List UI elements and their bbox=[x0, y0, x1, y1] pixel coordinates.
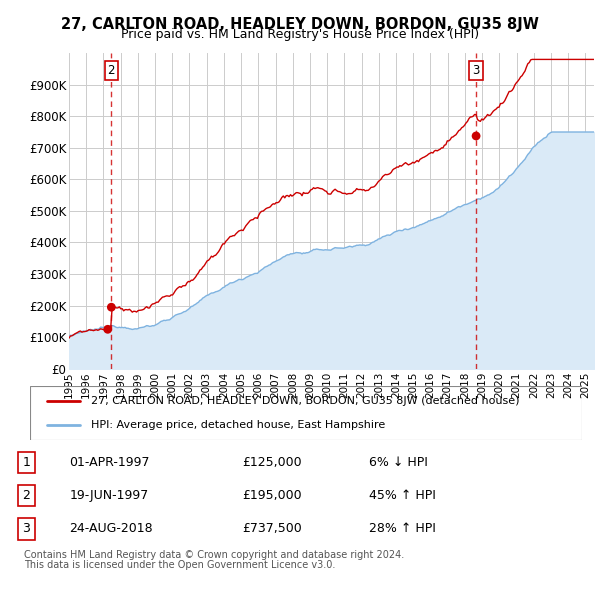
Text: 1: 1 bbox=[22, 456, 31, 469]
Text: 6% ↓ HPI: 6% ↓ HPI bbox=[369, 456, 428, 469]
Text: 45% ↑ HPI: 45% ↑ HPI bbox=[369, 489, 436, 502]
Text: This data is licensed under the Open Government Licence v3.0.: This data is licensed under the Open Gov… bbox=[24, 560, 335, 571]
Text: 27, CARLTON ROAD, HEADLEY DOWN, BORDON, GU35 8JW (detached house): 27, CARLTON ROAD, HEADLEY DOWN, BORDON, … bbox=[91, 396, 519, 406]
Text: 3: 3 bbox=[22, 522, 31, 535]
Text: £195,000: £195,000 bbox=[242, 489, 302, 502]
Text: Contains HM Land Registry data © Crown copyright and database right 2024.: Contains HM Land Registry data © Crown c… bbox=[24, 550, 404, 560]
Point bbox=[103, 324, 113, 334]
Point bbox=[107, 303, 116, 312]
Point bbox=[471, 131, 481, 140]
Text: 28% ↑ HPI: 28% ↑ HPI bbox=[369, 522, 436, 535]
Text: 2: 2 bbox=[22, 489, 31, 502]
Text: £125,000: £125,000 bbox=[242, 456, 302, 469]
Text: 27, CARLTON ROAD, HEADLEY DOWN, BORDON, GU35 8JW: 27, CARLTON ROAD, HEADLEY DOWN, BORDON, … bbox=[61, 17, 539, 31]
Text: Price paid vs. HM Land Registry's House Price Index (HPI): Price paid vs. HM Land Registry's House … bbox=[121, 28, 479, 41]
Text: 24-AUG-2018: 24-AUG-2018 bbox=[70, 522, 153, 535]
Text: 2: 2 bbox=[107, 64, 115, 77]
Text: HPI: Average price, detached house, East Hampshire: HPI: Average price, detached house, East… bbox=[91, 420, 385, 430]
Text: 01-APR-1997: 01-APR-1997 bbox=[70, 456, 150, 469]
Text: 3: 3 bbox=[472, 64, 480, 77]
Text: £737,500: £737,500 bbox=[242, 522, 302, 535]
Text: 19-JUN-1997: 19-JUN-1997 bbox=[70, 489, 149, 502]
